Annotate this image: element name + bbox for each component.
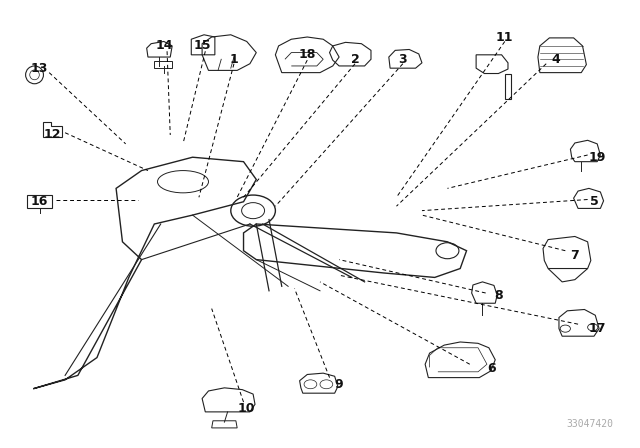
- Text: 13: 13: [31, 62, 48, 75]
- Text: 7: 7: [570, 249, 579, 262]
- Text: 18: 18: [299, 48, 316, 61]
- Text: 8: 8: [494, 289, 503, 302]
- Text: 1: 1: [230, 53, 238, 66]
- Text: 6: 6: [488, 362, 497, 375]
- Text: 4: 4: [552, 53, 560, 66]
- Text: 11: 11: [496, 30, 513, 43]
- Text: 16: 16: [31, 195, 48, 208]
- Text: 10: 10: [238, 402, 255, 415]
- Text: 33047420: 33047420: [566, 419, 613, 429]
- Text: 5: 5: [589, 195, 598, 208]
- Text: 2: 2: [351, 53, 360, 66]
- Text: 15: 15: [193, 39, 211, 52]
- Text: 17: 17: [588, 322, 606, 335]
- Text: 3: 3: [399, 53, 407, 66]
- Text: 19: 19: [589, 151, 606, 164]
- Text: 14: 14: [155, 39, 173, 52]
- Text: 9: 9: [335, 378, 344, 391]
- Text: 12: 12: [44, 129, 61, 142]
